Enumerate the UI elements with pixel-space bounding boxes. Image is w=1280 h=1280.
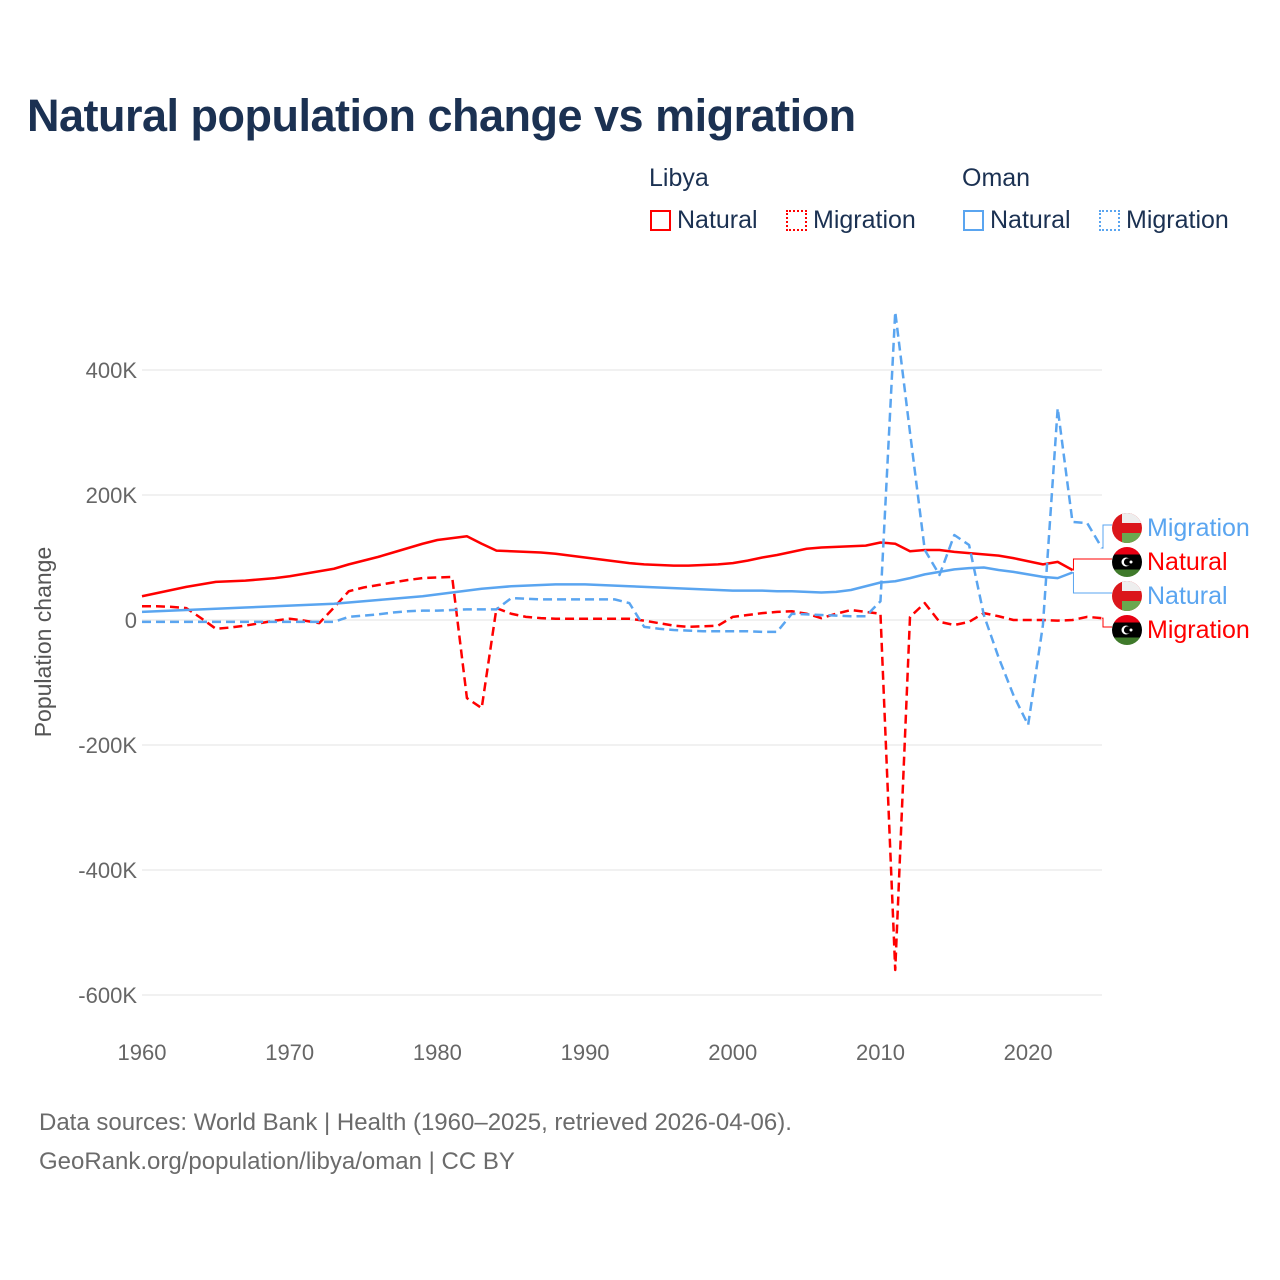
flag-crescent: [1121, 557, 1131, 567]
chart-title: Natural population change vs migration: [27, 90, 856, 141]
flag-red: [1112, 513, 1142, 543]
flag-black: [1112, 622, 1142, 638]
flag-white: [1122, 581, 1142, 591]
legend-swatch-dotted: [786, 210, 807, 231]
x-tick-label: 1980: [413, 1040, 462, 1065]
label-connector: [1072, 572, 1112, 594]
end-label-oman-natural: Natural: [1147, 582, 1228, 610]
series-line-oman-natural: [141, 566, 1073, 614]
y-tick-label: -400K: [78, 858, 137, 883]
flag-black: [1112, 554, 1142, 570]
flag-green: [1122, 601, 1142, 611]
end-label-libya-migration: Migration: [1147, 616, 1250, 644]
flag-star: [1129, 560, 1133, 564]
legend-label: Natural: [677, 206, 758, 234]
libya-flag-icon: [1112, 547, 1142, 577]
y-tick-label: 0: [125, 608, 137, 633]
oman-flag-icon: [1112, 513, 1142, 543]
label-connector: [1072, 558, 1112, 571]
flag-red: [1112, 581, 1142, 611]
legend-label: Natural: [990, 206, 1071, 234]
end-label-oman-migration: Migration: [1147, 514, 1250, 542]
flag-body: [1112, 513, 1142, 543]
series-line-libya-natural: [141, 535, 1074, 598]
x-tick-label: 1970: [265, 1040, 314, 1065]
end-label-libya-natural: Natural: [1147, 548, 1228, 576]
legend-label: Migration: [1126, 206, 1229, 234]
x-tick-label: 2010: [856, 1040, 905, 1065]
legend-libya-natural[interactable]: Natural: [650, 206, 758, 235]
flag-body: [1112, 581, 1142, 611]
x-tick-label: 1990: [561, 1040, 610, 1065]
oman-flag-icon: [1112, 581, 1142, 611]
flag-body: [1112, 547, 1142, 577]
label-connector: [1102, 617, 1112, 628]
flag-red: [1112, 547, 1142, 555]
libya-flag-icon: [1112, 615, 1142, 645]
legend-oman-natural[interactable]: Natural: [963, 206, 1071, 235]
x-tick-label: 1960: [118, 1040, 167, 1065]
flag-star: [1129, 628, 1133, 632]
label-connector: [1102, 524, 1112, 549]
legend-swatch-solid: [963, 210, 984, 231]
flag-crescent-cut: [1123, 558, 1132, 566]
flag-green: [1112, 637, 1142, 645]
series-line-libya-migration: [142, 575, 1103, 972]
flag-white: [1122, 513, 1142, 523]
series-line-oman-migration: [142, 310, 1104, 727]
flag-crescent-cut: [1123, 626, 1132, 634]
x-tick-label: 2020: [1004, 1040, 1053, 1065]
legend-swatch-dotted: [1099, 210, 1120, 231]
footer-link[interactable]: GeoRank.org/population/libya/oman | CC B…: [39, 1148, 515, 1175]
legend-label: Migration: [813, 206, 916, 234]
flag-green: [1112, 569, 1142, 577]
y-tick-label: -200K: [78, 733, 137, 758]
flag-green: [1122, 533, 1142, 543]
flag-body: [1112, 615, 1142, 645]
flag-red: [1112, 615, 1142, 623]
y-tick-label: 400K: [86, 358, 138, 383]
flag-crescent: [1121, 625, 1131, 635]
legend-libya-migration[interactable]: Migration: [786, 206, 916, 235]
y-tick-label: 200K: [86, 483, 138, 508]
legend-group-oman: Oman: [962, 164, 1031, 192]
legend-group-libya: Libya: [649, 164, 709, 192]
y-axis-label: Population change: [30, 547, 56, 738]
y-tick-label: -600K: [78, 983, 137, 1008]
legend-swatch-solid: [650, 210, 671, 231]
x-tick-label: 2000: [708, 1040, 757, 1065]
legend-oman-migration[interactable]: Migration: [1099, 206, 1229, 235]
footer-sources: Data sources: World Bank | Health (1960–…: [39, 1109, 792, 1136]
